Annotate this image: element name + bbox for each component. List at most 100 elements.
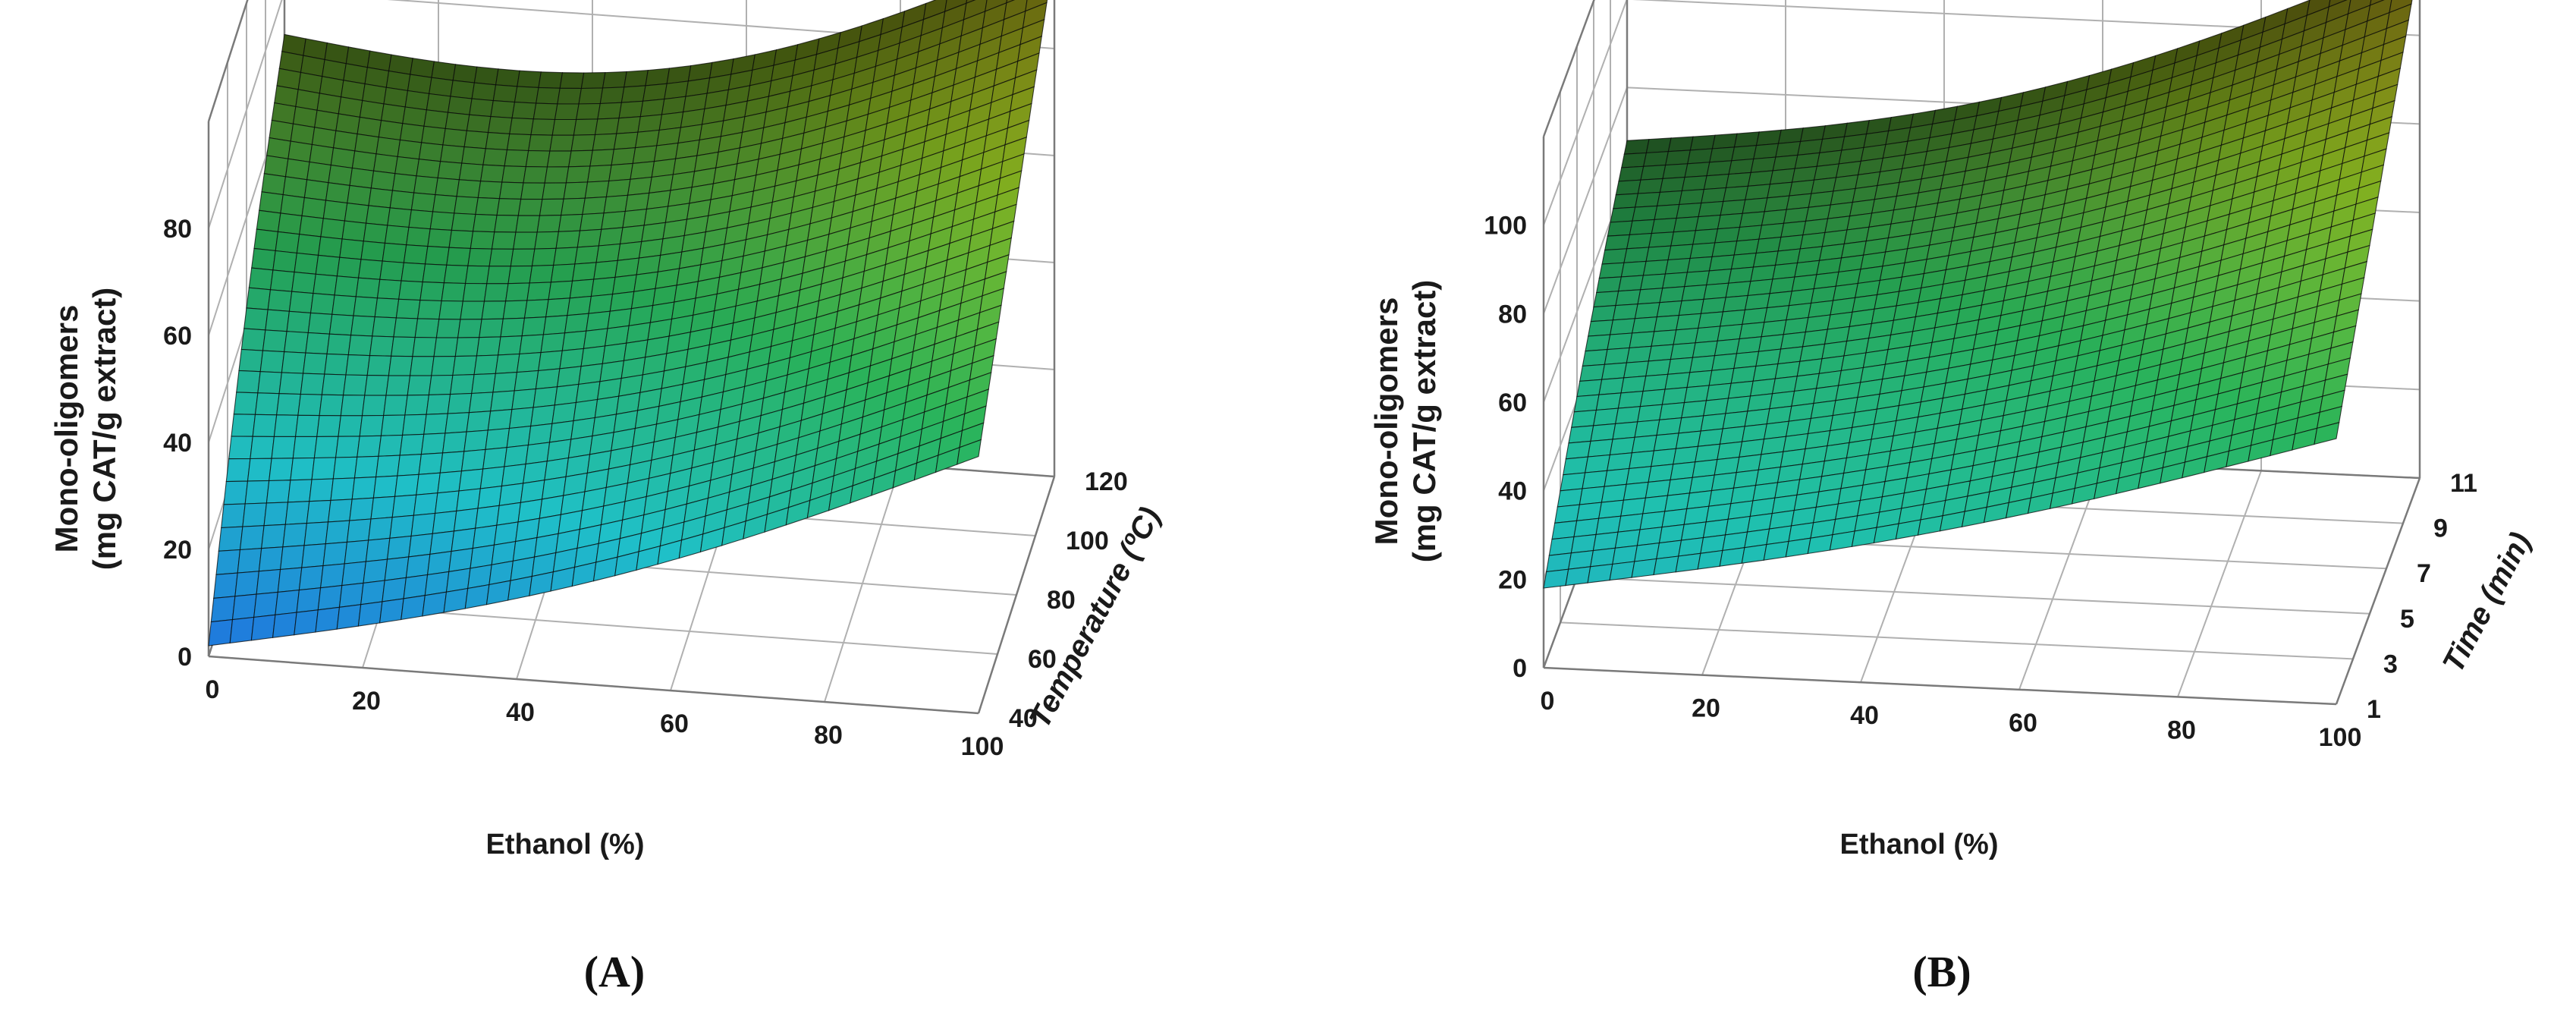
surface-cell bbox=[559, 348, 585, 370]
surface-cell bbox=[1708, 367, 1735, 386]
surface-cell bbox=[1739, 322, 1765, 340]
y-tick-label: 7 bbox=[2417, 559, 2431, 588]
surface-cell bbox=[208, 618, 234, 646]
surface-cell bbox=[321, 373, 347, 396]
surface-cell bbox=[282, 176, 308, 199]
z-tick-label: 40 bbox=[1498, 477, 1527, 506]
box-edge bbox=[1542, 0, 1595, 137]
surface-cell bbox=[476, 336, 501, 357]
surface-cell bbox=[363, 222, 388, 244]
surface-cell bbox=[1634, 302, 1660, 319]
surface-cell bbox=[284, 501, 310, 525]
surface-cell bbox=[347, 184, 372, 206]
z-axis-label: Mono-oligomers (mg CAT/g extract) bbox=[49, 288, 122, 571]
surface-cell bbox=[324, 353, 349, 376]
surface-cell bbox=[272, 250, 298, 273]
surface-cell bbox=[429, 530, 455, 555]
surface-cell bbox=[632, 145, 658, 165]
surface-cell bbox=[501, 165, 526, 184]
surface-cell bbox=[301, 197, 327, 219]
surface-cell bbox=[1560, 472, 1586, 492]
surface-cell bbox=[416, 159, 441, 179]
surface-cell bbox=[387, 207, 413, 228]
surface-cell bbox=[1711, 353, 1738, 371]
surface-cell bbox=[427, 228, 453, 248]
surface-cell bbox=[1637, 178, 1663, 194]
surface-cell bbox=[360, 241, 386, 262]
surface-cell bbox=[639, 98, 665, 118]
surface-cell bbox=[551, 118, 577, 136]
surface-cell bbox=[1731, 145, 1758, 162]
surface-cell bbox=[424, 246, 450, 266]
surface-cell bbox=[520, 182, 545, 200]
surface-cell bbox=[1785, 537, 1811, 558]
surface-cell bbox=[1623, 247, 1650, 263]
surface-cell bbox=[286, 310, 312, 334]
surface-cell bbox=[1664, 372, 1691, 390]
surface-cell bbox=[613, 131, 639, 150]
surface-cell bbox=[346, 518, 372, 543]
surface-cell bbox=[1551, 520, 1578, 540]
surface-cell bbox=[1629, 219, 1655, 235]
surface-cell bbox=[627, 176, 652, 196]
surface-cell bbox=[256, 568, 281, 595]
surface-cell bbox=[399, 123, 425, 143]
surface-cell bbox=[210, 596, 236, 623]
surface-cell bbox=[385, 375, 411, 396]
surface-cell bbox=[554, 103, 580, 121]
surface-cell bbox=[1733, 351, 1760, 370]
surface-cell bbox=[1753, 143, 1780, 160]
surface-cell bbox=[243, 307, 269, 331]
surface-cell bbox=[511, 102, 537, 120]
surface-cell bbox=[315, 606, 341, 633]
surface-cell bbox=[551, 401, 577, 424]
surface-cell bbox=[1730, 365, 1757, 384]
surface-cell bbox=[479, 164, 505, 183]
surface-cell bbox=[297, 393, 323, 417]
surface-cell bbox=[1617, 513, 1644, 533]
surface-cell bbox=[225, 458, 251, 483]
surface-cell bbox=[521, 316, 547, 337]
surface-cell bbox=[246, 287, 272, 310]
surface-cell bbox=[1623, 481, 1649, 501]
surface-cell bbox=[614, 257, 640, 278]
surface-cell bbox=[463, 429, 488, 452]
surface-cell bbox=[1582, 470, 1608, 489]
surface-cell bbox=[269, 269, 295, 292]
surface-cell bbox=[404, 394, 430, 416]
surface-cell bbox=[370, 495, 396, 520]
surface-cell bbox=[338, 415, 363, 437]
surface-cell bbox=[334, 275, 360, 297]
surface-cell bbox=[1651, 218, 1677, 234]
surface-cell bbox=[441, 431, 467, 454]
surface-cell bbox=[1689, 134, 1716, 151]
x-tick-label: 0 bbox=[1541, 687, 1555, 716]
surface-cell bbox=[378, 120, 404, 141]
surface-cell bbox=[611, 274, 637, 295]
surface-cell bbox=[294, 414, 320, 437]
surface-cell bbox=[401, 414, 427, 436]
surface-cell bbox=[1670, 461, 1696, 481]
surface-cell bbox=[1623, 360, 1650, 379]
surface-cell bbox=[451, 527, 476, 552]
surface-cell bbox=[372, 153, 398, 175]
surface-cell bbox=[517, 198, 543, 216]
surface-cell bbox=[504, 149, 529, 168]
surface-cell bbox=[487, 116, 513, 134]
surface-cell bbox=[554, 383, 580, 406]
surface-cell bbox=[515, 215, 541, 233]
surface-cell bbox=[1728, 158, 1755, 175]
surface-cell bbox=[239, 525, 265, 551]
surface-cell bbox=[1733, 131, 1760, 148]
surface-cell bbox=[1730, 252, 1757, 270]
surface-cell bbox=[351, 150, 377, 171]
surface-cell bbox=[595, 243, 621, 263]
surface-cell bbox=[336, 256, 362, 278]
surface-cell bbox=[434, 490, 460, 514]
surface-cell bbox=[1615, 289, 1641, 307]
surface-cell bbox=[1590, 305, 1616, 322]
surface-cell bbox=[1711, 241, 1738, 258]
surface-cell bbox=[454, 196, 479, 215]
x-tick-label: 20 bbox=[1692, 694, 1720, 723]
